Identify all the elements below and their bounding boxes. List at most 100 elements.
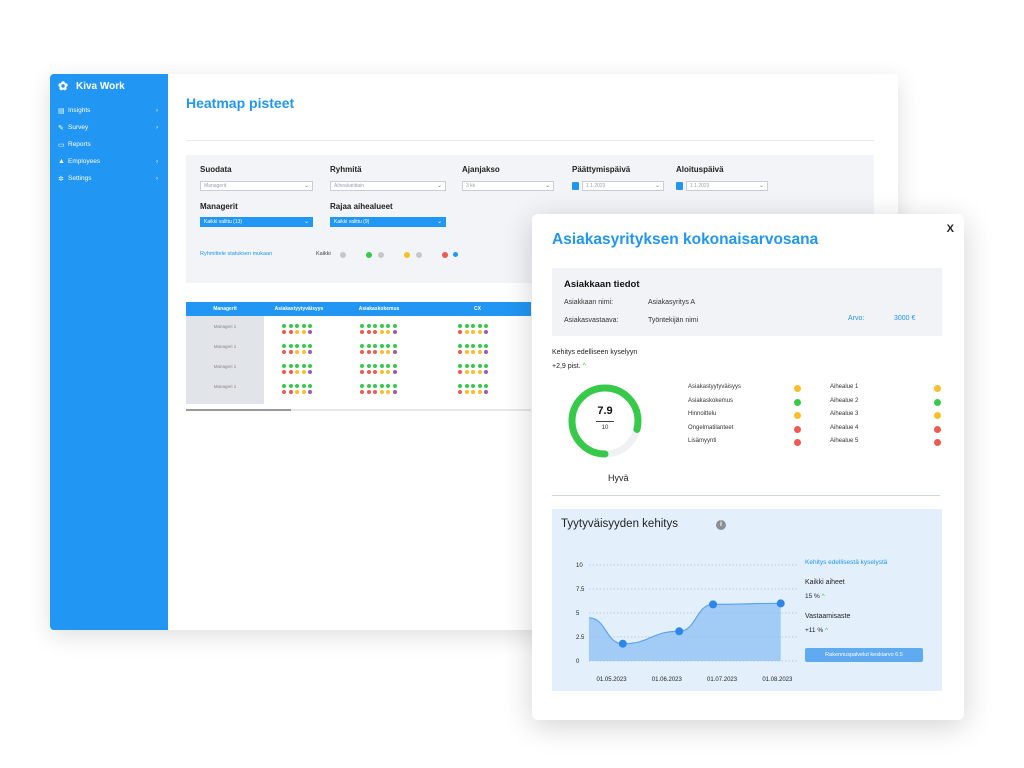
status-dot <box>373 384 377 388</box>
heatmap-cell[interactable] <box>282 384 320 394</box>
table-row-label[interactable]: Manageri 1 <box>213 344 237 349</box>
status-dot <box>288 329 293 334</box>
change-value-row: +2,9 pist. ^ <box>552 363 586 370</box>
status-dot-green[interactable] <box>366 252 372 258</box>
metric-label: Ongelmatilanteet <box>688 424 734 431</box>
aloituspaiva-select[interactable]: 1.1.2023 ⌄ <box>686 181 768 191</box>
score-popup: Asiakasyrityksen kokonaisarvosana X Asia… <box>532 214 964 720</box>
status-dot <box>464 369 469 374</box>
status-dot <box>484 364 488 368</box>
heatmap-cell[interactable] <box>458 384 496 394</box>
divider <box>552 495 940 496</box>
status-dot <box>379 349 384 354</box>
response-rate-value-row: +11 % ^ <box>805 627 828 634</box>
status-dot <box>392 384 397 388</box>
heatmap-cell[interactable] <box>360 324 398 334</box>
status-dot <box>308 329 312 334</box>
status-dot <box>379 389 384 394</box>
status-dot[interactable] <box>340 252 346 258</box>
table-row-label[interactable]: Manageri 1 <box>213 384 237 389</box>
data-point <box>776 599 785 608</box>
status-dot <box>458 384 462 388</box>
suodata-select[interactable]: Managerit ⌄ <box>200 181 313 191</box>
heatmap-cell[interactable] <box>458 364 496 374</box>
sidebar-item-label: Employees <box>68 158 101 165</box>
heatmap-cell[interactable] <box>458 344 496 354</box>
status-dot <box>373 349 377 354</box>
sidebar-item-employees[interactable]: ▲ Employees › <box>50 153 168 170</box>
status-dot[interactable] <box>378 252 384 258</box>
column-header[interactable]: Managerit <box>213 306 237 312</box>
status-dot <box>386 349 390 354</box>
heatmap-cell[interactable] <box>360 384 398 394</box>
heatmap-cell[interactable] <box>282 364 320 374</box>
column-header[interactable]: Asiakaskokemus <box>358 306 400 312</box>
status-dot <box>366 364 371 368</box>
status-dot <box>484 384 488 388</box>
status-dot <box>477 389 482 394</box>
brand-logo[interactable]: ✿ Kiva Work <box>58 80 125 92</box>
heatmap-cell[interactable] <box>360 344 398 354</box>
status-dot <box>491 364 495 368</box>
status-dot <box>301 349 306 354</box>
heatmap-cell[interactable] <box>282 324 320 334</box>
heatmap-table: Managerit Asiakastyytyväisyys Asiakaskok… <box>186 302 531 404</box>
horizontal-scrollbar[interactable] <box>186 409 531 411</box>
group-by-status-link[interactable]: Ryhmittele statuksen mukaan <box>200 251 273 257</box>
trend-panel: Tyytyväisyyden kehitys i 10 7.5 5 2.5 0 01.05… <box>552 509 942 691</box>
heatmap-cell[interactable] <box>282 344 320 354</box>
sidebar-item-label: Reports <box>68 141 91 148</box>
status-dot <box>288 384 293 388</box>
status-dot <box>373 324 377 328</box>
status-dot[interactable] <box>416 252 422 258</box>
value-label: Arvo: <box>848 315 865 322</box>
status-dot <box>308 389 312 394</box>
status-dot <box>295 324 299 328</box>
status-dot <box>392 344 397 348</box>
customer-info-heading: Asiakkaan tiedot <box>564 279 640 290</box>
status-dot <box>282 369 286 374</box>
status-dot <box>471 384 475 388</box>
sidebar-item-survey[interactable]: ✎ Survey › <box>50 119 168 136</box>
ryhmita-select[interactable]: Aihealueittain ⌄ <box>330 181 446 191</box>
heatmap-cell[interactable] <box>458 324 496 334</box>
status-dot <box>386 369 390 374</box>
table-row-label[interactable]: Manageri 1 <box>213 364 237 369</box>
topic-label: Aihealue 2 <box>830 397 859 404</box>
legend-link[interactable]: Kehitys edellisestä kyselystä <box>805 559 888 566</box>
calendar-icon[interactable] <box>676 182 683 190</box>
status-dot <box>464 324 469 328</box>
close-button[interactable]: X <box>946 223 954 235</box>
ajanjakso-select[interactable]: 3 kk ⌄ <box>462 181 554 191</box>
info-icon[interactable]: i <box>716 520 726 530</box>
arrow-up-icon: ^ <box>821 593 825 600</box>
rajaa-aihealueet-select[interactable]: Kaikki valittu (9) ⌄ <box>330 217 446 227</box>
industry-average-button[interactable]: Rakennuspalvelut keskiarvo 6.5 <box>805 648 923 662</box>
status-dot <box>477 349 482 354</box>
status-dot <box>308 349 312 354</box>
heatmap-cell[interactable] <box>360 364 398 374</box>
table-row-label[interactable]: Manageri 1 <box>213 324 237 329</box>
chevron-down-icon: ⌄ <box>303 183 309 189</box>
status-dot-yellow[interactable] <box>404 252 410 258</box>
sidebar-item-reports[interactable]: ▭ Reports <box>50 136 168 153</box>
status-dot <box>471 329 475 334</box>
status-dot <box>386 384 390 388</box>
chevron-down-icon: ⌄ <box>758 183 764 189</box>
status-dot-red[interactable] <box>442 252 448 258</box>
calendar-icon[interactable] <box>572 182 579 190</box>
managerit-select[interactable]: Kaikki valittu (13) ⌄ <box>200 217 313 227</box>
column-header[interactable]: Asiakastyytyväisyys <box>274 306 324 312</box>
sidebar-item-insights[interactable]: ▤ Insights › <box>50 102 168 119</box>
topic-status-dot <box>934 385 941 392</box>
status-dot-blue[interactable] <box>453 252 458 257</box>
paattymispaiva-select[interactable]: 1.1.2023 ⌄ <box>582 181 664 191</box>
column-header[interactable]: CX <box>474 306 481 312</box>
status-dot <box>288 369 293 374</box>
status-dot <box>491 370 495 374</box>
status-all-label[interactable]: Kaikki <box>316 251 331 257</box>
status-dot <box>477 384 482 388</box>
sidebar-item-settings[interactable]: ✲ Settings › <box>50 170 168 187</box>
scrollbar-thumb[interactable] <box>186 409 291 411</box>
status-dot <box>379 364 384 368</box>
